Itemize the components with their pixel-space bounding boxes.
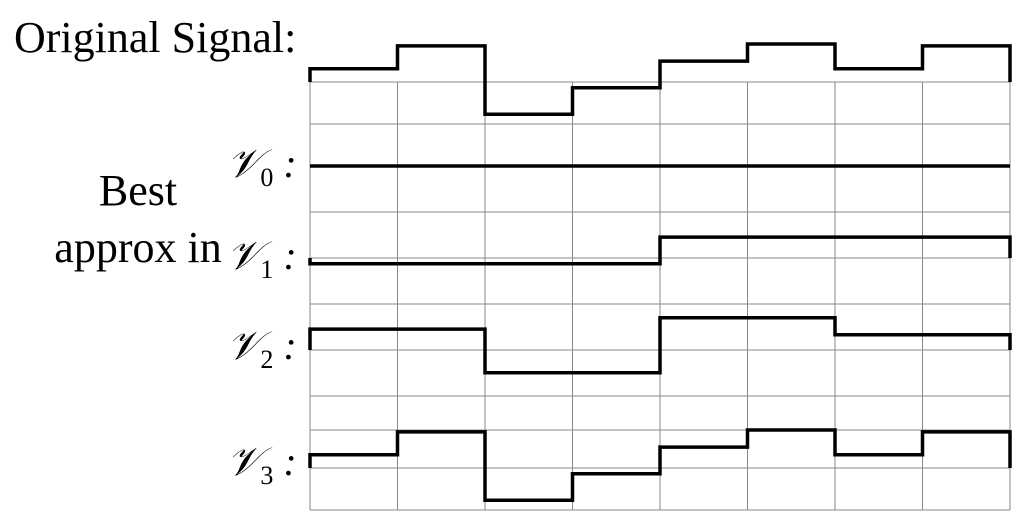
- signal-chart: [0, 0, 1024, 520]
